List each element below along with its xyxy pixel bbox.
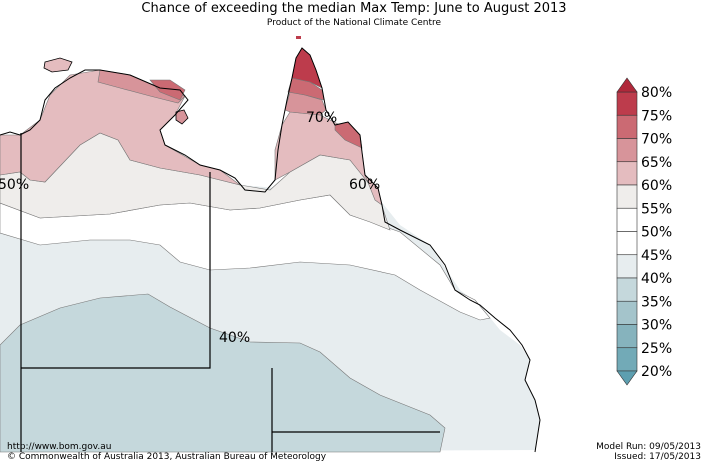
legend-swatch (616, 300, 638, 325)
contour-label-40: 40% (219, 330, 250, 346)
contour-labels: 50% 70% 60% 40% (0, 110, 380, 346)
legend-swatch (616, 324, 638, 349)
coastline (0, 47, 541, 453)
legend-label: 75% (641, 108, 672, 124)
legend-swatch (616, 347, 638, 372)
legend-label: 65% (641, 155, 672, 171)
legend-swatch (616, 231, 638, 256)
legend-label: 20% (641, 364, 672, 380)
groote-eylandt (175, 109, 189, 125)
band-65-70-arnhem (149, 79, 186, 101)
map-subtitle: Product of the National Climate Centre (266, 18, 442, 28)
legend-label: 70% (641, 132, 672, 148)
legend-label: 25% (641, 341, 672, 357)
legend-swatch (616, 277, 638, 302)
model-run-date: Model Run: 09/05/2013 (596, 442, 701, 452)
nt-qld-border (21, 172, 211, 369)
cape-islet (296, 36, 301, 39)
legend-swatch (616, 161, 638, 186)
legend-swatch (616, 138, 638, 163)
legend-label: 30% (641, 318, 672, 334)
legend-bottom-arrow (616, 370, 638, 386)
issued-date: Issued: 17/05/2013 (614, 452, 701, 462)
contour-label-60: 60% (349, 177, 380, 193)
legend: 80% 75% 70% 65% 60% 55% 50% 45% 40% 35% 30% 25% 20% (616, 77, 672, 386)
legend-swatch (616, 254, 638, 279)
band-35-40 (0, 293, 446, 453)
legend-swatch (616, 207, 638, 232)
legend-label: 45% (641, 248, 672, 264)
legend-swatch (616, 114, 638, 139)
tiwi-island (43, 57, 73, 73)
map-title: Chance of exceeding the median Max Temp:… (141, 1, 567, 16)
legend-label: 50% (641, 225, 672, 241)
legend-label: 60% (641, 178, 672, 194)
legend-top-arrow (616, 77, 638, 93)
legend-label: 55% (641, 201, 672, 217)
legend-label: 40% (641, 271, 672, 287)
copyright-notice: © Commonwealth of Australia 2013, Austra… (7, 452, 327, 462)
legend-swatch (616, 91, 638, 116)
legend-label: 35% (641, 294, 672, 310)
contour-label-70: 70% (306, 110, 337, 126)
sa-border (271, 368, 440, 452)
legend-label: 80% (641, 85, 672, 101)
bom-url: http://www.bom.gov.au (7, 442, 112, 452)
legend-swatch (616, 184, 638, 209)
contour-label-50: 50% (0, 177, 29, 193)
